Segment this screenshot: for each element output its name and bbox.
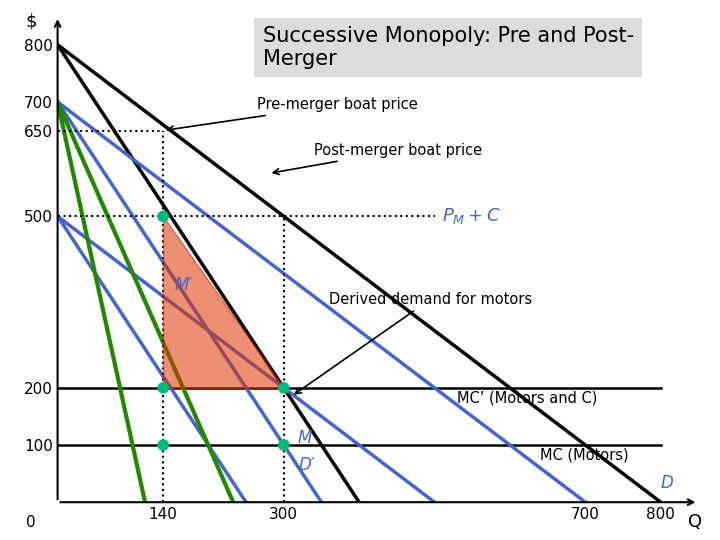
Text: Post-merger boat price: Post-merger boat price <box>274 143 482 174</box>
Text: Derived demand for motors: Derived demand for motors <box>295 292 532 394</box>
Text: MC (Motors): MC (Motors) <box>540 448 629 463</box>
Text: MC’ (Motors and C): MC’ (Motors and C) <box>457 390 598 405</box>
Point <box>278 383 289 392</box>
Text: $: $ <box>25 13 37 31</box>
Point <box>158 383 169 392</box>
Text: $P_M + C$: $P_M + C$ <box>442 206 501 226</box>
Text: Successive Monopoly: Pre and Post-
Merger: Successive Monopoly: Pre and Post- Merge… <box>263 26 634 69</box>
Point <box>158 441 169 449</box>
Polygon shape <box>163 217 284 388</box>
Text: Q: Q <box>688 513 702 531</box>
Point <box>158 212 169 221</box>
Text: D′: D′ <box>299 456 315 475</box>
Text: M′: M′ <box>174 276 192 294</box>
Text: D: D <box>661 474 673 492</box>
Point <box>278 441 289 449</box>
Text: M: M <box>297 429 312 447</box>
Text: 0: 0 <box>27 515 36 530</box>
Text: Pre-merger boat price: Pre-merger boat price <box>168 97 418 132</box>
